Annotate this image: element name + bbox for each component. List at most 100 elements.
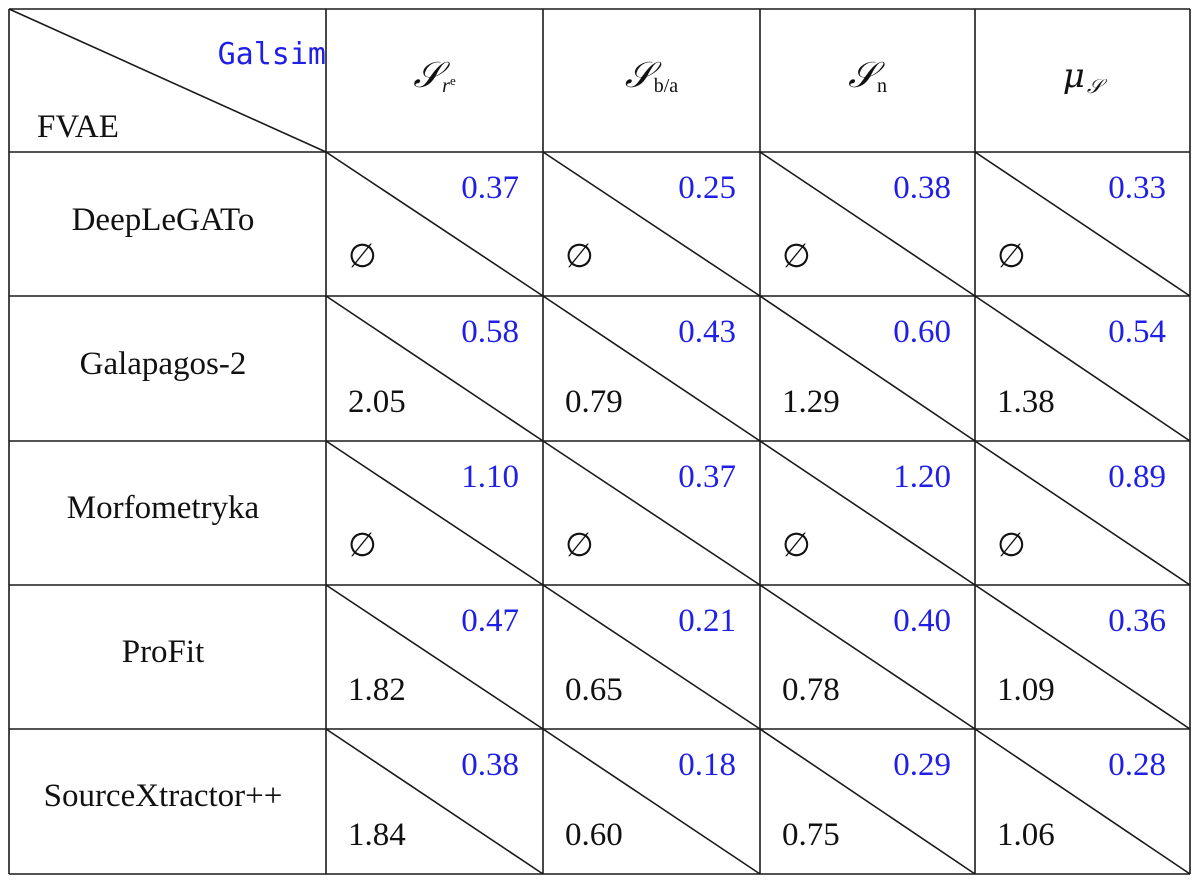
galsim-value: 0.40	[893, 603, 951, 639]
row-label-galapagos-2: Galapagos-2	[79, 346, 247, 382]
cell-diagonal	[974, 295, 1191, 442]
galsim-value: 0.36	[1108, 603, 1166, 639]
table-cell: 0.36 1.09	[975, 585, 1190, 729]
cell-diagonal	[325, 440, 544, 586]
column-symbol: 𝒮	[848, 55, 876, 96]
fvae-value: 0.60	[565, 817, 623, 853]
cell-diagonal	[542, 151, 761, 297]
fvae-value: ∅	[348, 239, 377, 275]
table-cell: 0.37 ∅	[543, 441, 760, 585]
table-cell: 0.38 1.84	[326, 729, 543, 874]
cell-diagonal	[759, 728, 976, 875]
table-cell: 0.58 2.05	[326, 296, 543, 441]
fvae-value: ∅	[565, 239, 594, 275]
galsim-value: 0.38	[461, 747, 519, 783]
cell-diagonal	[542, 295, 761, 442]
galsim-value: 0.89	[1108, 459, 1166, 495]
column-subscript: 𝒮	[1086, 74, 1103, 98]
column-subscript: r	[442, 74, 450, 97]
fvae-value: ∅	[782, 528, 811, 564]
row-label-profit: ProFit	[121, 634, 205, 670]
galsim-value: 1.20	[893, 459, 951, 495]
fvae-value: 0.78	[782, 672, 840, 708]
cell-diagonal	[974, 440, 1191, 586]
cell-diagonal	[325, 295, 544, 442]
galsim-value: 0.21	[678, 603, 736, 639]
cell-diagonal	[759, 440, 976, 586]
table-cell: 1.10 ∅	[326, 441, 543, 585]
fvae-value: 1.38	[997, 384, 1055, 420]
cell-diagonal	[542, 440, 761, 586]
table-cell: 1.20 ∅	[760, 441, 975, 585]
table-cell: 0.38 ∅	[760, 152, 975, 296]
fvae-value: ∅	[997, 239, 1026, 275]
fvae-value: 0.75	[782, 817, 840, 853]
cell-diagonal	[759, 295, 976, 442]
table-cell: 0.18 0.60	[543, 729, 760, 874]
row-label-morfometryka: Morfometryka	[66, 490, 260, 526]
fvae-value: 1.84	[348, 817, 406, 853]
table-cell: 0.29 0.75	[760, 729, 975, 874]
table-cell: 0.43 0.79	[543, 296, 760, 441]
galsim-value: 0.28	[1108, 747, 1166, 783]
column-subscript: n	[876, 74, 887, 97]
column-subscript: b/a	[653, 74, 679, 97]
table-cell: 0.89 ∅	[975, 441, 1190, 585]
galsim-value: 0.33	[1108, 170, 1166, 206]
fvae-value: ∅	[565, 528, 594, 564]
galsim-value: 0.18	[678, 747, 736, 783]
table-cell: 0.28 1.06	[975, 729, 1190, 874]
galsim-value: 0.25	[678, 170, 736, 206]
cell-diagonals	[325, 151, 1191, 875]
row-label-sourcextractor: SourceXtractor++	[43, 778, 283, 814]
table-cell: 0.25 ∅	[543, 152, 760, 296]
galsim-value: 0.47	[461, 603, 519, 639]
fvae-value: ∅	[782, 239, 811, 275]
fvae-value: 0.79	[565, 384, 623, 420]
galsim-value: 0.58	[461, 314, 519, 350]
galsim-value: 0.37	[678, 459, 736, 495]
fvae-value: 2.05	[348, 384, 406, 420]
cell-diagonal	[542, 584, 761, 730]
table-cell: 0.21 0.65	[543, 585, 760, 729]
corner-header: Galsim FVAE	[9, 9, 326, 152]
table-cell: 0.37 ∅	[326, 152, 543, 296]
galsim-value: 0.37	[461, 170, 519, 206]
cell-diagonal	[759, 151, 976, 297]
table-cell: 0.60 1.29	[760, 296, 975, 441]
table-cell: 0.40 0.78	[760, 585, 975, 729]
galsim-value: 0.38	[893, 170, 951, 206]
fvae-value: 1.09	[997, 672, 1055, 708]
cell-diagonal	[974, 584, 1191, 730]
corner-diagonal	[8, 8, 327, 153]
galsim-value: 0.29	[893, 747, 951, 783]
galsim-value: 1.10	[461, 459, 519, 495]
fvae-value: 1.29	[782, 384, 840, 420]
column-symbol: 𝒮	[624, 55, 653, 96]
corner-galsim-label: Galsim	[217, 37, 326, 72]
table-cell: 0.33 ∅	[975, 152, 1190, 296]
fvae-value: 1.06	[997, 817, 1055, 853]
table-cell: 0.47 1.82	[326, 585, 543, 729]
corner-fvae-label: FVAE	[37, 109, 119, 145]
table-cell: 0.54 1.38	[975, 296, 1190, 441]
cell-diagonal	[759, 584, 976, 730]
cell-diagonal	[974, 728, 1191, 875]
cell-diagonal	[542, 728, 761, 875]
galsim-value: 0.43	[678, 314, 736, 350]
fvae-value: 0.65	[565, 672, 623, 708]
cell-diagonal	[325, 728, 544, 875]
row-label-deeplegato: DeepLeGATo	[71, 202, 255, 238]
cell-diagonal	[325, 151, 544, 297]
column-subsubscript: e	[449, 73, 456, 88]
galsim-value: 0.54	[1108, 314, 1166, 350]
fvae-value: 1.82	[348, 672, 406, 708]
cell-diagonal	[325, 584, 544, 730]
galsim-value: 0.60	[893, 314, 951, 350]
cell-diagonal	[974, 151, 1191, 297]
